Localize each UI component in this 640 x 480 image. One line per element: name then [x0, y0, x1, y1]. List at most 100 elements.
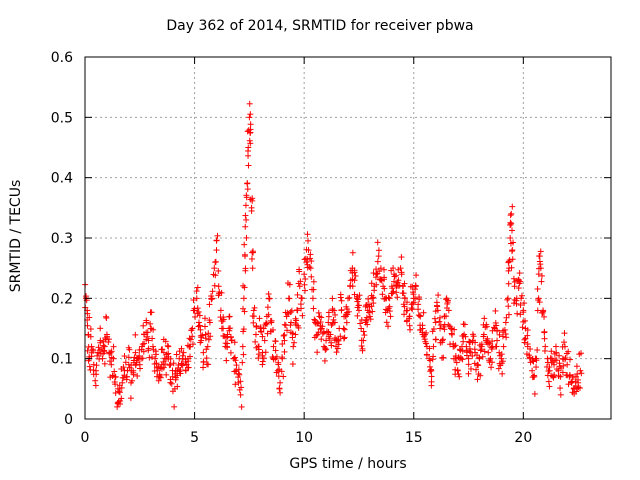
data-point: [510, 239, 517, 246]
data-point: [509, 227, 516, 234]
data-point: [241, 308, 248, 315]
data-point: [368, 303, 375, 310]
data-point: [206, 317, 213, 324]
data-point: [87, 326, 94, 333]
data-point: [255, 355, 262, 362]
data-point: [494, 328, 501, 335]
data-point: [303, 259, 310, 266]
data-point: [473, 366, 480, 373]
data-point: [553, 349, 560, 356]
data-point: [360, 337, 367, 344]
data-point: [202, 335, 209, 342]
data-point: [524, 332, 531, 339]
data-point: [481, 348, 488, 355]
data-point: [488, 345, 495, 352]
data-point: [373, 281, 380, 288]
data-point: [386, 295, 393, 302]
data-point: [243, 192, 250, 199]
data-point: [195, 323, 202, 330]
data-point: [482, 324, 489, 331]
data-point: [304, 256, 311, 263]
data-point: [546, 383, 553, 390]
data-point: [370, 270, 377, 277]
data-point: [535, 271, 542, 278]
data-point: [390, 265, 397, 272]
data-point: [534, 346, 541, 353]
data-point: [541, 313, 548, 320]
data-point: [503, 314, 510, 321]
data-point: [231, 354, 238, 361]
data-point: [125, 354, 132, 361]
data-point: [458, 355, 465, 362]
data-point: [110, 355, 117, 362]
data-point: [290, 343, 297, 350]
data-point: [481, 315, 488, 322]
y-tick-label: 0: [64, 412, 73, 428]
data-point: [462, 333, 469, 340]
data-point: [114, 385, 121, 392]
data-point: [551, 361, 558, 368]
data-point: [241, 251, 248, 258]
data-point: [435, 292, 442, 299]
data-point: [213, 237, 220, 244]
data-point: [477, 347, 484, 354]
data-point: [526, 352, 533, 359]
data-point: [270, 343, 277, 350]
data-point: [430, 343, 437, 350]
data-point: [576, 385, 583, 392]
data-point: [484, 335, 491, 342]
data-point: [454, 367, 461, 374]
data-point: [522, 317, 529, 324]
data-point: [469, 352, 476, 359]
data-point: [247, 121, 254, 128]
data-point: [489, 338, 496, 345]
data-point: [326, 335, 333, 342]
data-point: [351, 277, 358, 284]
data-point: [162, 361, 169, 368]
data-point: [200, 364, 207, 371]
data-point: [513, 297, 520, 304]
data-point: [381, 266, 388, 273]
data-point: [195, 308, 202, 315]
data-point: [487, 355, 494, 362]
data-point: [508, 264, 515, 271]
data-point: [242, 265, 249, 272]
data-point: [368, 280, 375, 287]
data-point: [237, 378, 244, 385]
data-point: [311, 316, 318, 323]
data-point: [253, 322, 260, 329]
data-point: [134, 372, 141, 379]
data-point: [87, 333, 94, 340]
data-point: [263, 320, 270, 327]
data-point: [217, 307, 224, 314]
data-point: [477, 372, 484, 379]
data-point: [138, 355, 145, 362]
data-point: [84, 347, 91, 354]
data-point: [105, 339, 112, 346]
data-point: [440, 354, 447, 361]
chart-title: Day 362 of 2014, SRMTID for receiver pbw…: [166, 18, 474, 34]
data-point: [352, 272, 359, 279]
data-point: [474, 376, 481, 383]
data-point: [252, 338, 259, 345]
data-point: [255, 351, 262, 358]
data-point: [280, 373, 287, 380]
data-point: [209, 288, 216, 295]
data-point: [472, 339, 479, 346]
data-point: [524, 341, 531, 348]
data-point: [461, 321, 468, 328]
y-tick-labels: 0 0.1 0.2 0.3 0.4 0.5 0.6: [51, 50, 73, 428]
data-point: [319, 323, 326, 330]
data-point: [426, 345, 433, 352]
data-point: [524, 327, 531, 334]
data-point: [268, 317, 275, 324]
data-point: [103, 313, 110, 320]
data-point: [252, 331, 259, 338]
data-point: [309, 295, 316, 302]
data-point: [187, 353, 194, 360]
data-point: [317, 319, 324, 326]
data-point: [538, 309, 545, 316]
data-point: [92, 377, 99, 384]
data-point: [152, 348, 159, 355]
data-point: [431, 315, 438, 322]
